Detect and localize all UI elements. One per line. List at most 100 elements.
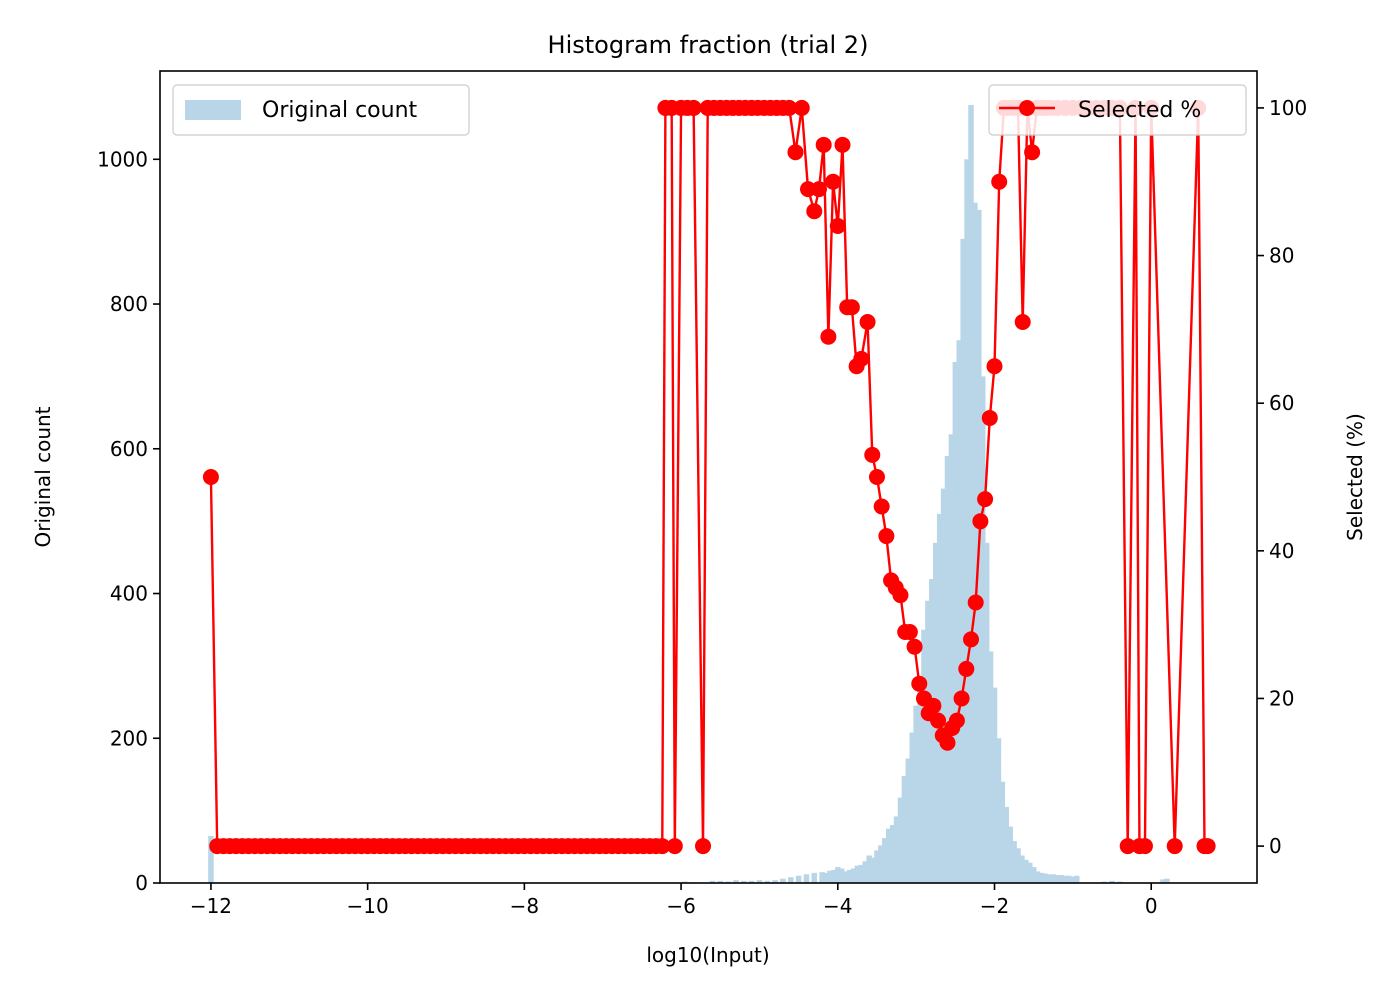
histogram-bar (1054, 875, 1060, 883)
histogram-bar (1070, 876, 1076, 883)
histogram-bar (972, 202, 978, 883)
left-y-tick-label: 1000 (97, 147, 148, 171)
histogram-bar (1038, 872, 1045, 883)
histogram-bar (846, 869, 853, 883)
selected-percent-point (878, 528, 895, 545)
selected-percent-point (864, 446, 881, 463)
histogram-bar (835, 867, 841, 883)
histogram-bar (1062, 875, 1068, 883)
histogram-bar (827, 870, 833, 883)
selected-percent-point (1024, 144, 1041, 161)
histogram-bar (995, 738, 1002, 883)
histogram-bar (866, 855, 872, 883)
selected-percent-point (859, 313, 876, 330)
histogram-bar (929, 579, 935, 883)
right-y-tick-label: 0 (1269, 834, 1282, 858)
selected-percent-point (868, 469, 885, 485)
selected-percent-point (829, 218, 846, 235)
legend-selected-percent-marker (1019, 100, 1035, 116)
histogram-bar (1034, 871, 1041, 883)
x-tick-label: −4 (823, 894, 852, 918)
legend-original-count-label: Original count (262, 98, 418, 123)
histogram-bar (885, 828, 892, 883)
right-y-axis-label: Selected (%) (1343, 413, 1367, 541)
selected-percent-point (825, 173, 842, 190)
legend-left-box (172, 84, 470, 136)
selected-percent-point (1199, 838, 1216, 855)
histogram-bar (1160, 879, 1166, 883)
left-y-tick-label: 0 (135, 871, 148, 895)
histogram-bar (831, 869, 837, 883)
histogram-bar (905, 758, 912, 883)
x-tick-label: 0 (1145, 894, 1158, 918)
right-y-tick-label: 20 (1269, 686, 1294, 710)
histogram-bar (878, 845, 884, 883)
selected-percent-point (654, 838, 671, 855)
histogram-bar (858, 864, 865, 883)
histogram-bar (1027, 862, 1033, 883)
histogram-bar (1011, 841, 1017, 883)
selected-percent-point (820, 328, 837, 345)
selected-percent-point (843, 299, 860, 316)
histogram-bar (1030, 867, 1037, 883)
histogram-bar (208, 835, 214, 883)
selected-percent-line (209, 106, 1208, 848)
histogram-bar (780, 878, 786, 883)
histogram-bar (803, 874, 810, 883)
selected-percent-point (781, 99, 798, 116)
histogram-bar (917, 680, 923, 883)
histogram-bar (854, 865, 861, 883)
histogram-bar (862, 861, 868, 883)
histogram-bar (1058, 875, 1064, 883)
histogram-bar (823, 872, 829, 883)
x-tick-label: −12 (190, 894, 232, 918)
histogram-bar (795, 875, 802, 883)
selected-percent-point (963, 631, 979, 648)
selected-percent-series (209, 106, 1208, 848)
histogram-bar (1066, 875, 1072, 883)
left-y-tick-label: 800 (110, 292, 148, 316)
selected-percent-point (810, 181, 827, 198)
histogram-bar (921, 629, 927, 883)
plot-frame (159, 70, 1258, 884)
histogram-bar (842, 871, 849, 883)
histogram-bar (987, 651, 994, 883)
histogram-bar (1003, 807, 1009, 883)
histogram-bar (948, 434, 955, 883)
left-y-tick-label: 400 (110, 582, 148, 606)
selected-percent-point (1119, 838, 1136, 855)
histogram-bar (764, 880, 771, 883)
x-tick-label: −10 (347, 894, 389, 918)
selected-percent-point (930, 712, 947, 729)
histogram-bar (913, 705, 919, 883)
chart-title: Histogram fraction (trial 2) (548, 31, 869, 59)
histogram-bar (1023, 859, 1029, 883)
selected-percent-point (892, 587, 909, 604)
histogram-bar (870, 857, 876, 883)
histogram-bar (748, 880, 755, 883)
histogram-bar (717, 880, 723, 883)
legend-right: Selected % (988, 84, 1247, 136)
selected-percent-point (853, 350, 870, 367)
histogram-bar (901, 775, 908, 883)
selected-percent-point (1136, 838, 1153, 855)
histogram-bar (788, 877, 794, 883)
histogram-bar (1109, 880, 1115, 883)
selected-percent-point (1166, 838, 1183, 855)
histogram-bar (940, 488, 947, 883)
histogram-bar (925, 600, 931, 883)
histogram-bar (811, 872, 818, 883)
histogram-bar (1164, 878, 1170, 883)
histogram-bar (741, 880, 747, 883)
histogram-bar (850, 868, 857, 883)
histogram-bar (956, 340, 962, 884)
histogram-bar (1015, 848, 1021, 883)
selected-percent-point (793, 99, 810, 116)
histogram-bars (208, 105, 1170, 884)
histogram-bar (1074, 875, 1080, 883)
left-y-tick-label: 600 (110, 437, 148, 461)
histogram-bar (897, 797, 904, 883)
selected-percent-point (953, 690, 970, 707)
histogram-bar (964, 159, 970, 884)
